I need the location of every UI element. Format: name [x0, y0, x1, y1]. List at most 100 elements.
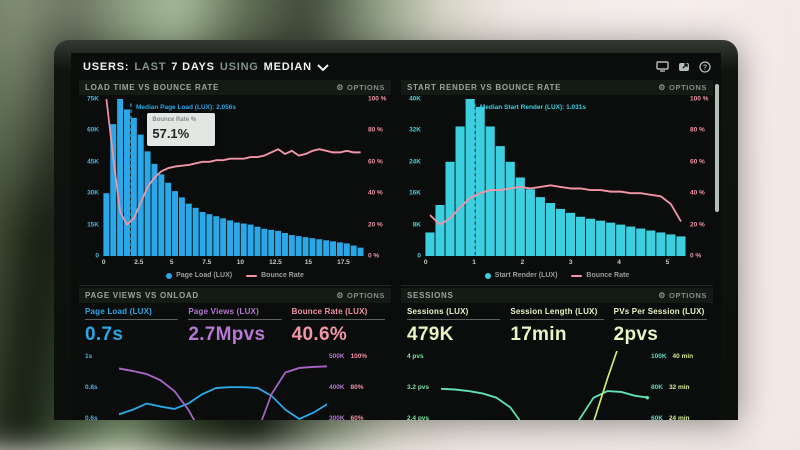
panel-title: LOAD TIME VS BOUNCE RATE	[85, 83, 219, 92]
panel-title: SESSIONS	[407, 291, 454, 300]
axis-tick-label: 10	[236, 259, 245, 266]
legend: Start Render (LUX) Bounce Rate	[401, 268, 713, 283]
header-segment: 7 DAYS	[171, 60, 215, 73]
options-button[interactable]: ⚙ OPTIONS	[658, 83, 707, 92]
panel-sessions: SESSIONS ⚙ OPTIONS Sessions (LUX) 479K S…	[401, 285, 713, 420]
axis-tick-label: 0	[423, 259, 428, 266]
bounce-rate-line-icon	[246, 274, 258, 277]
metric-page-load: Page Load (LUX) 0.7s	[85, 307, 179, 346]
axis-tick-label: 16K	[409, 189, 421, 197]
legend-item: Start Render (LUX)	[484, 272, 557, 279]
help-icon[interactable]: ?	[699, 60, 711, 73]
legend-item: Bounce Rate	[246, 272, 304, 279]
axis-tick-pair: 60K 24 min	[651, 415, 690, 420]
spark-axis-left: 4 pvs 3.2 pvs 2.4 pvs	[407, 351, 437, 420]
axis-tick-label: 30K	[87, 189, 99, 197]
header-segment: MEDIAN	[263, 60, 312, 73]
header-segment: USERS:	[83, 60, 130, 73]
axis-tick-label: 0 %	[368, 252, 380, 260]
scrollbar[interactable]	[715, 84, 719, 212]
metrics-row: Page Load (LUX) 0.7s Page Views (LUX) 2.…	[79, 303, 391, 346]
share-icon[interactable]	[678, 61, 690, 72]
svg-text:?: ?	[703, 64, 707, 71]
y-axis-left: 75K 60K 45K 30K 15K 0	[79, 95, 103, 260]
axis-tick-pair: 400K 80%	[329, 384, 364, 391]
sessions-spark-svg	[441, 351, 649, 420]
axis-tick-label: 45K	[87, 158, 99, 166]
metric-session-length: Session Length (LUX) 17min	[510, 307, 604, 346]
axis-tick-label: 80K	[651, 384, 663, 391]
axis-tick-label: 3.2 pvs	[407, 384, 430, 391]
axis-tick-label: 3	[568, 259, 573, 266]
axis-tick-label: 400K	[329, 384, 345, 391]
axis-tick-label: 15	[304, 259, 312, 266]
axis-tick-label: 1s	[85, 353, 93, 360]
y-axis-left: 40K 32K 24K 16K 8K 0	[401, 96, 425, 260]
metric-bounce-rate: Bounce Rate (LUX) 40.6%	[291, 307, 385, 346]
axis-tick-label: 500K	[329, 353, 345, 360]
axis-tick-label: 4	[617, 259, 621, 266]
y-axis-right: 100 % 80 % 60 % 40 % 20 % 0 %	[364, 95, 391, 260]
axis-tick-label: 0 %	[690, 252, 702, 260]
legend-item: Page Load (LUX)	[166, 272, 232, 279]
axis-tick-label: 20 %	[690, 221, 705, 229]
axis-tick-label: 7.5	[202, 259, 212, 266]
options-label: OPTIONS	[347, 83, 385, 92]
gear-icon: ⚙	[336, 82, 345, 92]
options-button[interactable]: ⚙ OPTIONS	[658, 291, 707, 300]
options-label: OPTIONS	[347, 291, 385, 300]
axis-tick-label: 100 %	[368, 95, 387, 103]
axis-tick-pair: 80K 32 min	[651, 384, 690, 391]
panel-title: PAGE VIEWS VS ONLOAD	[85, 291, 199, 300]
axis-tick-label: 17.5	[337, 259, 350, 266]
axis-tick-label: 60K	[87, 126, 99, 134]
axis-tick-label: 32 min	[668, 384, 690, 391]
axis-tick-label: 0.6s	[85, 415, 98, 420]
axis-tick-label: 24 min	[668, 415, 690, 420]
axis-tick-label: 0	[101, 259, 106, 266]
axis-tick-label: 24K	[409, 158, 421, 166]
axis-tick-label: 75K	[87, 95, 99, 103]
scope-dropdown[interactable]: USERS: LAST 7 DAYS USING MEDIAN	[83, 58, 329, 76]
sparkline-area[interactable]: 4 pvs 3.2 pvs 2.4 pvs 100K 40 min 80K 32 min 6…	[401, 351, 713, 420]
legend-item: Bounce Rate	[571, 272, 629, 279]
start-render-dot-icon	[484, 272, 491, 279]
axis-tick-label: 15K	[87, 221, 99, 229]
metric-sessions: Sessions (LUX) 479K	[407, 307, 501, 346]
axis-tick-label: 40 %	[368, 189, 383, 197]
bounce-rate-tooltip: Bounce Rate % 57.1%	[147, 113, 216, 146]
axis-tick-pair: 300K 60%	[329, 415, 364, 420]
axis-tick-label: 0.8s	[85, 384, 98, 391]
median-annotation: Median Page Load (LUX): 2.056s	[135, 104, 236, 111]
axis-tick-label: 80 %	[368, 126, 383, 134]
options-button[interactable]: ⚙ OPTIONS	[336, 83, 385, 92]
x-axis: 0 1 2 3 4 5	[423, 258, 686, 268]
axis-tick-label: 60K	[651, 415, 663, 420]
header-toolbar: ?	[656, 60, 711, 73]
load-time-plot[interactable]: Median Page Load (LUX): 2.056s Bounce Ra…	[103, 99, 364, 256]
options-button[interactable]: ⚙ OPTIONS	[336, 291, 385, 300]
axis-tick-label: 4 pvs	[407, 353, 424, 360]
axis-tick-label: 5	[665, 259, 670, 266]
axis-tick-label: 32K	[409, 126, 421, 134]
page-load-dot-icon	[166, 272, 173, 279]
bounce-rate-line-icon	[571, 274, 583, 277]
gear-icon: ⚙	[336, 290, 345, 300]
axis-tick-label: 5	[169, 259, 174, 266]
metrics-row: Sessions (LUX) 479K Session Length (LUX)…	[401, 303, 713, 346]
panel-page-views: PAGE VIEWS VS ONLOAD ⚙ OPTIONS Page Load…	[79, 285, 391, 420]
panel-grid: LOAD TIME VS BOUNCE RATE ⚙ OPTIONS 75K 60…	[79, 80, 713, 420]
chevron-down-icon	[317, 58, 329, 76]
header-segment: USING	[219, 60, 259, 73]
dashboard-header: USERS: LAST 7 DAYS USING MEDIAN ?	[71, 53, 721, 80]
axis-tick-label: 60%	[350, 415, 364, 420]
axis-tick-label: 40 %	[690, 189, 705, 197]
axis-tick-label: 80%	[350, 384, 364, 391]
start-render-plot[interactable]: Median Start Render (LUX): 1.031s	[425, 99, 686, 256]
display-icon[interactable]	[656, 61, 669, 72]
sparkline-area[interactable]: 1s 0.8s 0.6s 500K 100% 400K 80% 300K 60%	[79, 351, 391, 420]
axis-tick-label: 2.5	[134, 259, 144, 266]
axis-tick-label: 80 %	[690, 126, 705, 134]
axis-tick-label: 60 %	[690, 158, 705, 166]
axis-tick-label: 20 %	[368, 221, 383, 229]
